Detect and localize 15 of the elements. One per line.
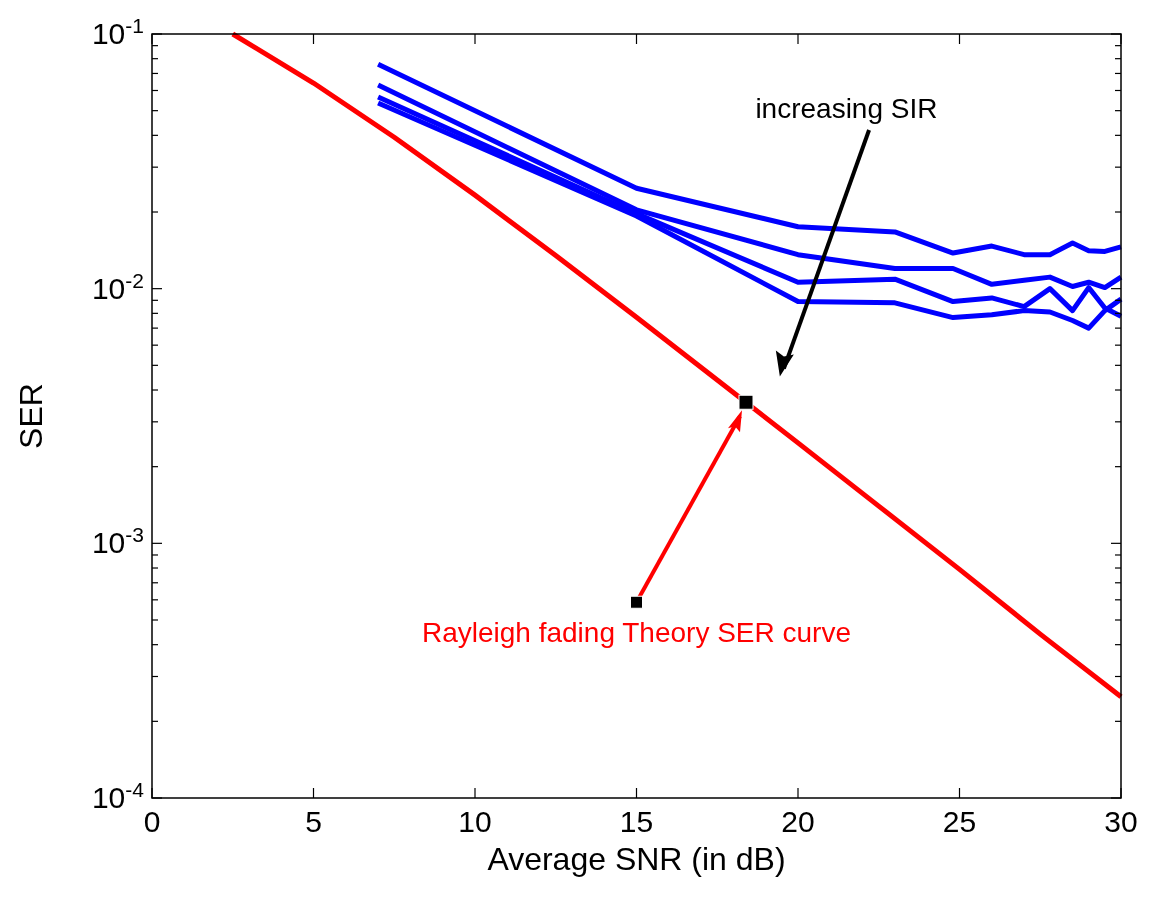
x-tick-label: 30 xyxy=(1104,805,1138,838)
x-axis-title: Average SNR (in dB) xyxy=(487,841,786,877)
x-tick-label: 15 xyxy=(619,805,654,838)
x-tick-label: 20 xyxy=(781,805,815,838)
y-tick-label: 10$^{-1}$ xyxy=(91,13,144,50)
x-tick-label: 25 xyxy=(942,805,977,838)
y-tick-label: 10$^{-3}$ xyxy=(91,522,144,560)
x-tick-label: 5 xyxy=(305,805,322,838)
y-tick-label: 10$^{-4}$ xyxy=(91,777,145,814)
x-tick-label: 10 xyxy=(458,805,492,838)
annotation: increasing SIR xyxy=(755,93,938,124)
x-tick-label: 0 xyxy=(143,805,161,838)
y-tick-label: 10$^{-2}$ xyxy=(91,268,144,305)
annotation: Rayleigh fading Theory SER curve xyxy=(421,617,852,649)
y-axis-title: SER xyxy=(13,383,49,449)
